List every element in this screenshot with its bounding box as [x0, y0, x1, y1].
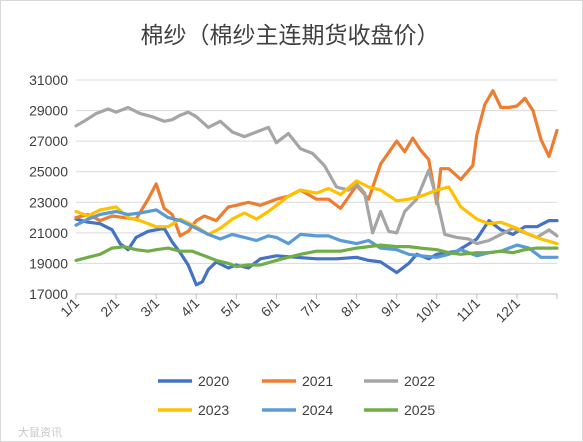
y-tick-label: 21000 [29, 225, 68, 241]
legend: 2020 2021 2022 2023 2024 2025 [158, 373, 435, 418]
y-tick-label: 27000 [29, 133, 68, 149]
chart-title: 棉纱（棉纱主连期货收盘价） [141, 23, 440, 49]
series-line-2025 [74, 243, 559, 269]
watermark: 大鼠资讯 [18, 425, 62, 439]
plot-area [74, 89, 559, 287]
series-line-2020 [74, 217, 559, 287]
legend-label-2024: 2024 [302, 402, 333, 418]
y-tick-label: 17000 [29, 286, 68, 302]
y-axis: 17000 19000 21000 23000 25000 27000 29000 31000 [29, 72, 68, 302]
y-tick-label: 29000 [29, 103, 68, 119]
legend-label-2021: 2021 [302, 373, 333, 389]
series-line-2024 [74, 208, 559, 259]
series-line-2021 [74, 89, 559, 238]
y-tick-label: 25000 [29, 164, 68, 180]
legend-label-2025: 2025 [404, 402, 435, 418]
series-line-2022 [74, 105, 559, 246]
legend-label-2023: 2023 [198, 402, 229, 418]
y-tick-label: 23000 [29, 194, 68, 210]
legend-label-2022: 2022 [404, 373, 435, 389]
legend-label-2020: 2020 [198, 373, 229, 389]
y-tick-label: 19000 [29, 255, 68, 271]
series-line-2023 [74, 179, 559, 246]
y-tick-label: 31000 [29, 72, 68, 88]
